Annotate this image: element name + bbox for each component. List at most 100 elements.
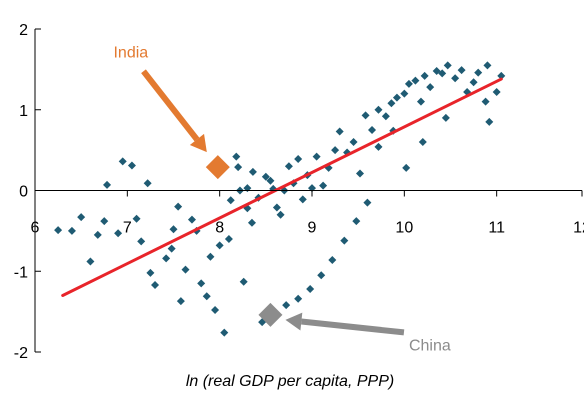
china-marker — [258, 302, 283, 327]
data-point — [162, 254, 171, 263]
data-point — [54, 226, 63, 235]
data-point — [298, 195, 307, 204]
data-point — [93, 230, 102, 239]
data-point — [181, 265, 190, 274]
data-point — [247, 218, 256, 227]
india-label: India — [113, 44, 148, 61]
data-point — [451, 74, 460, 83]
data-point — [441, 113, 450, 122]
data-point — [381, 112, 390, 121]
data-point — [317, 271, 326, 280]
data-point — [176, 297, 185, 306]
trend-line — [61, 77, 503, 297]
data-point — [402, 163, 411, 172]
data-point — [174, 202, 183, 211]
data-point — [438, 69, 447, 78]
china-arrow-shaft — [301, 318, 405, 336]
x-tick-label: 10 — [395, 220, 413, 237]
data-point — [67, 226, 76, 235]
data-point — [143, 179, 152, 188]
data-point — [146, 268, 155, 277]
china-label: China — [409, 337, 451, 354]
y-tick-label: -2 — [14, 345, 28, 362]
data-point — [497, 71, 506, 80]
data-point — [118, 157, 127, 166]
data-point — [272, 203, 281, 212]
data-point — [483, 61, 492, 70]
data-point — [312, 152, 321, 161]
data-point — [215, 241, 224, 250]
data-point — [167, 244, 176, 253]
data-point — [426, 83, 435, 92]
data-point — [282, 301, 291, 310]
data-point — [356, 169, 365, 178]
data-point — [248, 167, 257, 176]
data-point — [132, 214, 141, 223]
data-point — [234, 163, 243, 172]
data-point — [137, 237, 146, 246]
data-point — [481, 97, 490, 106]
data-point — [411, 76, 420, 85]
data-point — [100, 217, 109, 226]
x-tick-label: 7 — [123, 220, 132, 237]
data-point — [328, 255, 337, 264]
data-point — [103, 180, 112, 189]
data-point — [294, 294, 303, 303]
annotations: India China — [113, 44, 450, 354]
x-tick-label: 11 — [488, 220, 505, 237]
india-arrow-shaft — [141, 69, 200, 142]
data-point — [363, 198, 372, 207]
y-tick-label: 1 — [19, 103, 28, 120]
data-point — [261, 172, 270, 181]
data-point — [224, 234, 233, 243]
data-point — [239, 277, 248, 286]
data-point — [202, 292, 211, 301]
data-point — [374, 142, 383, 151]
data-point — [416, 97, 425, 106]
data-point — [220, 328, 229, 337]
y-tick-label: 0 — [19, 184, 28, 201]
data-point — [349, 138, 358, 147]
data-point — [374, 105, 383, 114]
data-point — [294, 155, 303, 164]
data-point — [266, 176, 275, 185]
data-point — [284, 162, 293, 171]
data-point — [127, 161, 136, 170]
india-arrow-head — [189, 133, 207, 153]
data-point — [319, 181, 328, 190]
data-point — [187, 215, 196, 224]
data-point — [469, 78, 478, 87]
data-point — [457, 66, 466, 75]
data-point — [306, 285, 315, 294]
data-point — [474, 68, 483, 77]
y-tick-label: 2 — [19, 22, 28, 39]
data-point — [340, 236, 349, 245]
x-tick-label: 8 — [215, 220, 224, 237]
data-point — [226, 196, 235, 205]
china-arrow-head — [285, 312, 303, 331]
india-marker — [205, 155, 230, 180]
data-point — [485, 117, 494, 126]
data-point — [197, 279, 206, 288]
x-tick-label: 6 — [31, 220, 40, 237]
data-point — [392, 93, 401, 102]
data-point — [361, 111, 370, 120]
data-point — [400, 89, 409, 98]
ticks: -2-10126789101112 — [14, 22, 584, 362]
x-tick-label: 12 — [573, 220, 584, 237]
data-point — [276, 210, 285, 219]
data-point — [86, 257, 95, 266]
data-point — [492, 87, 501, 96]
data-point — [418, 138, 427, 147]
trend-line-layer — [61, 77, 503, 297]
data-point — [232, 152, 241, 161]
data-point — [169, 225, 178, 234]
data-point — [404, 79, 413, 88]
data-point — [443, 61, 452, 70]
data-point — [387, 99, 396, 108]
x-axis-title: ln (real GDP per capita, PPP) — [186, 373, 394, 390]
data-point — [114, 229, 123, 238]
data-points — [54, 61, 506, 337]
data-point — [352, 217, 361, 226]
